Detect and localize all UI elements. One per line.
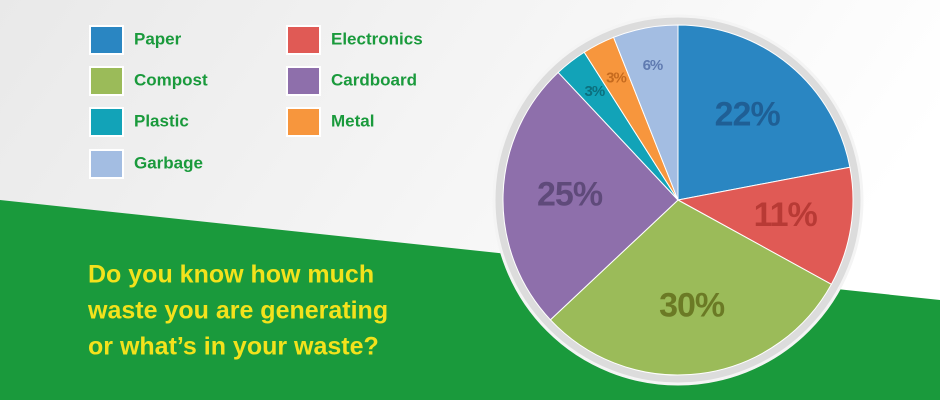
legend-label: Electronics bbox=[331, 29, 423, 48]
pie-slice bbox=[676, 166, 854, 285]
value-label: 22% bbox=[715, 95, 781, 133]
legend-swatch bbox=[89, 66, 124, 96]
pie-slice bbox=[677, 24, 851, 201]
value-label: 30% bbox=[659, 287, 725, 325]
value-label: 6% bbox=[643, 57, 663, 74]
legend-label: Metal bbox=[331, 111, 374, 130]
value-label: 11% bbox=[754, 196, 818, 234]
legend-label: Plastic bbox=[134, 111, 189, 130]
value-label: 3% bbox=[606, 69, 626, 86]
value-label: 25% bbox=[537, 176, 603, 214]
legend-swatch bbox=[286, 66, 321, 96]
value-label: 3% bbox=[584, 83, 604, 100]
legend-swatch bbox=[286, 25, 321, 55]
legend-label: Garbage bbox=[134, 153, 203, 172]
legend-label: Paper bbox=[134, 29, 182, 48]
pie-slice bbox=[612, 24, 679, 201]
legend-swatch bbox=[89, 25, 124, 55]
legend-label: Cardboard bbox=[331, 70, 417, 89]
legend-swatch bbox=[89, 149, 124, 179]
legend-label: Compost bbox=[134, 70, 208, 89]
legend-swatch bbox=[286, 107, 321, 137]
question-text: waste you are generating bbox=[87, 297, 388, 325]
legend-swatch bbox=[89, 107, 124, 137]
question-text: or what’s in your waste? bbox=[88, 333, 379, 361]
pie-slice bbox=[549, 199, 833, 376]
pie-slice bbox=[502, 71, 679, 321]
question-text: Do you know how much bbox=[88, 261, 374, 289]
